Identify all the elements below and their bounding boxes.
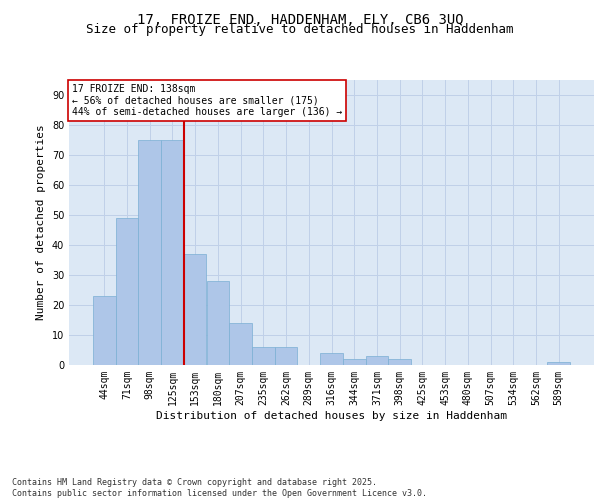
Bar [139,140,161,365]
Text: Size of property relative to detached houses in Haddenham: Size of property relative to detached ho… [86,24,514,36]
Bar [184,254,206,365]
Bar [116,218,139,365]
Bar [275,347,298,365]
Y-axis label: Number of detached properties: Number of detached properties [36,124,46,320]
Text: 17 FROIZE END: 138sqm
← 56% of detached houses are smaller (175)
44% of semi-det: 17 FROIZE END: 138sqm ← 56% of detached … [71,84,342,117]
X-axis label: Distribution of detached houses by size in Haddenham: Distribution of detached houses by size … [156,410,507,420]
Bar [320,353,343,365]
Bar [388,359,411,365]
Bar [343,359,365,365]
Bar [229,323,252,365]
Bar [365,356,388,365]
Text: Contains HM Land Registry data © Crown copyright and database right 2025.
Contai: Contains HM Land Registry data © Crown c… [12,478,427,498]
Text: 17, FROIZE END, HADDENHAM, ELY, CB6 3UQ: 17, FROIZE END, HADDENHAM, ELY, CB6 3UQ [137,12,463,26]
Bar [547,362,570,365]
Bar [206,281,229,365]
Bar [93,296,116,365]
Bar [161,140,184,365]
Bar [252,347,275,365]
